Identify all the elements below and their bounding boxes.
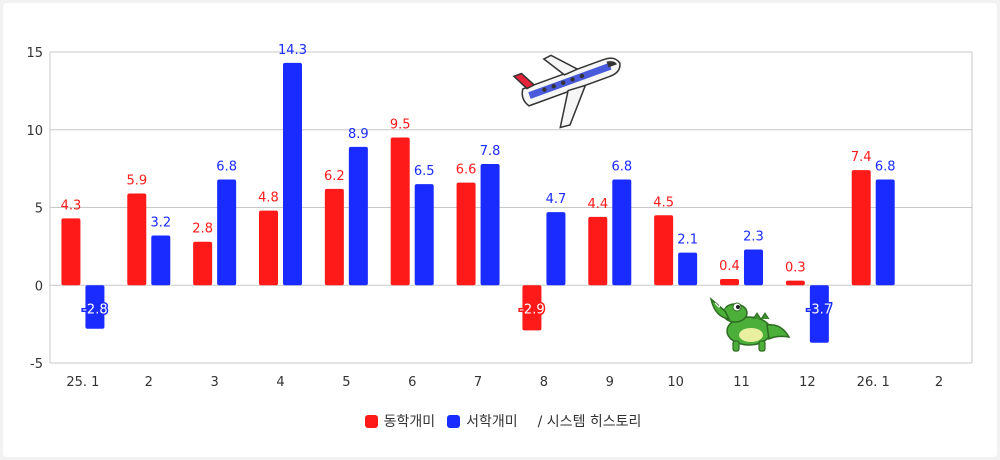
bar-series-a[interactable] (522, 285, 542, 331)
bar-series-a[interactable] (456, 182, 476, 286)
bar-series-b[interactable] (678, 252, 698, 286)
data-label: 4.4 (587, 197, 608, 212)
legend-source-note: / 시스템 히스토리 (537, 414, 642, 430)
data-label: 9.5 (390, 118, 411, 133)
bar-series-b[interactable] (283, 62, 302, 286)
legend-swatch-series-b (447, 414, 461, 428)
legend-label-series-a: 동학개미 (383, 414, 436, 430)
x-tick-label: 25. 1 (66, 375, 99, 390)
data-label: 4.8 (258, 191, 279, 206)
y-tick-label: 10 (26, 124, 43, 139)
bar-series-a[interactable] (61, 218, 81, 286)
data-label: 6.5 (414, 164, 435, 179)
x-axis: 25. 1 2 3 4 5 6 7 8 9 10 11 12 26. 1 2 (66, 375, 943, 390)
bar-series-b[interactable] (546, 212, 566, 286)
x-tick-label: 26. 1 (857, 375, 890, 390)
x-tick-label: 12 (799, 375, 816, 390)
bar-series-b[interactable] (612, 179, 632, 286)
bar-series-a[interactable] (851, 170, 871, 286)
chart-card: -5 0 5 10 15 4.3 5.9 2.8 4.8 6.2 9.5 6.6 -2.9 4.4 4.5… (3, 3, 997, 457)
data-label: 6.8 (611, 160, 632, 175)
x-tick-label: 5 (342, 375, 350, 390)
bar-series-a[interactable] (588, 216, 608, 286)
bar-series-a[interactable] (390, 137, 410, 286)
data-label: 0.3 (785, 261, 806, 276)
bar-series-b[interactable] (348, 146, 368, 286)
data-label: 5.9 (126, 174, 147, 189)
legend: 동학개미 서학개미 / 시스템 히스토리 (3, 411, 997, 431)
data-label: 6.8 (216, 160, 237, 175)
bar-series-a[interactable] (259, 210, 278, 286)
y-tick-label: 15 (26, 46, 43, 61)
x-tick-label: 2 (145, 375, 153, 390)
x-tick-label: 4 (276, 375, 284, 390)
bar-series-b[interactable] (744, 249, 763, 286)
bar-series-a[interactable] (127, 193, 147, 286)
y-tick-label: 0 (35, 279, 43, 294)
gridlines (50, 51, 972, 364)
data-label: 2.8 (192, 222, 213, 237)
bar-series-a[interactable] (785, 280, 805, 286)
bar-series-b[interactable] (151, 235, 171, 286)
bar-series-b[interactable] (414, 184, 434, 286)
legend-label-series-b: 서학개미 (466, 414, 518, 430)
bar-series-b[interactable] (809, 285, 829, 343)
bar-chart: -5 0 5 10 15 4.3 5.9 2.8 4.8 6.2 9.5 6.6 -2.9 4.4 4.5… (26, 43, 973, 390)
data-label: 0.4 (719, 259, 740, 274)
x-tick-label: 7 (474, 375, 482, 390)
x-tick-label: 9 (606, 375, 614, 390)
data-label: 6.2 (324, 169, 345, 184)
y-axis: -5 0 5 10 15 (26, 46, 973, 372)
bar-series-a[interactable] (324, 188, 344, 286)
bar-series-a[interactable] (720, 279, 739, 286)
bar-series-b[interactable] (217, 179, 237, 286)
bar-series-b[interactable] (875, 179, 895, 286)
data-label: 2.3 (743, 229, 764, 244)
data-label: 7.8 (480, 144, 501, 159)
bar-series-b[interactable] (85, 285, 105, 329)
data-label: -3.7 (807, 302, 832, 317)
data-label: 4.5 (653, 195, 674, 210)
legend-item-series-b[interactable]: 서학개미 (447, 411, 518, 431)
data-label: -2.8 (82, 302, 107, 317)
data-label: 4.3 (61, 198, 82, 213)
y-tick-label: -5 (30, 357, 43, 372)
crocodile-illustration (709, 296, 791, 352)
x-tick-label: 2 (935, 375, 943, 390)
legend-swatch-series-a (364, 414, 378, 428)
y-tick-label: 5 (35, 202, 43, 217)
bars (61, 62, 895, 343)
x-tick-label: 8 (540, 375, 548, 390)
data-label: 8.9 (348, 127, 369, 142)
data-label: 4.7 (546, 192, 567, 207)
data-label: 3.2 (150, 215, 171, 230)
bar-series-a[interactable] (193, 241, 213, 286)
data-label: 14.3 (278, 43, 307, 58)
x-tick-label: 6 (408, 375, 416, 390)
bar-series-a[interactable] (654, 215, 674, 286)
legend-item-series-a[interactable]: 동학개미 (364, 411, 436, 431)
data-label: 2.1 (677, 233, 698, 248)
data-label: 6.8 (875, 160, 896, 175)
x-tick-label: 3 (211, 375, 219, 390)
x-tick-label: 10 (667, 375, 684, 390)
data-labels: 4.3 5.9 2.8 4.8 6.2 9.5 6.6 -2.9 4.4 4.5 0.4 0.3 7.4… (61, 43, 896, 319)
data-label: 6.6 (456, 163, 477, 178)
airplane-illustration (512, 54, 621, 129)
bar-series-b[interactable] (480, 163, 500, 286)
data-label: -2.9 (519, 302, 544, 317)
data-label: 7.4 (851, 150, 872, 165)
x-tick-label: 11 (733, 375, 750, 390)
